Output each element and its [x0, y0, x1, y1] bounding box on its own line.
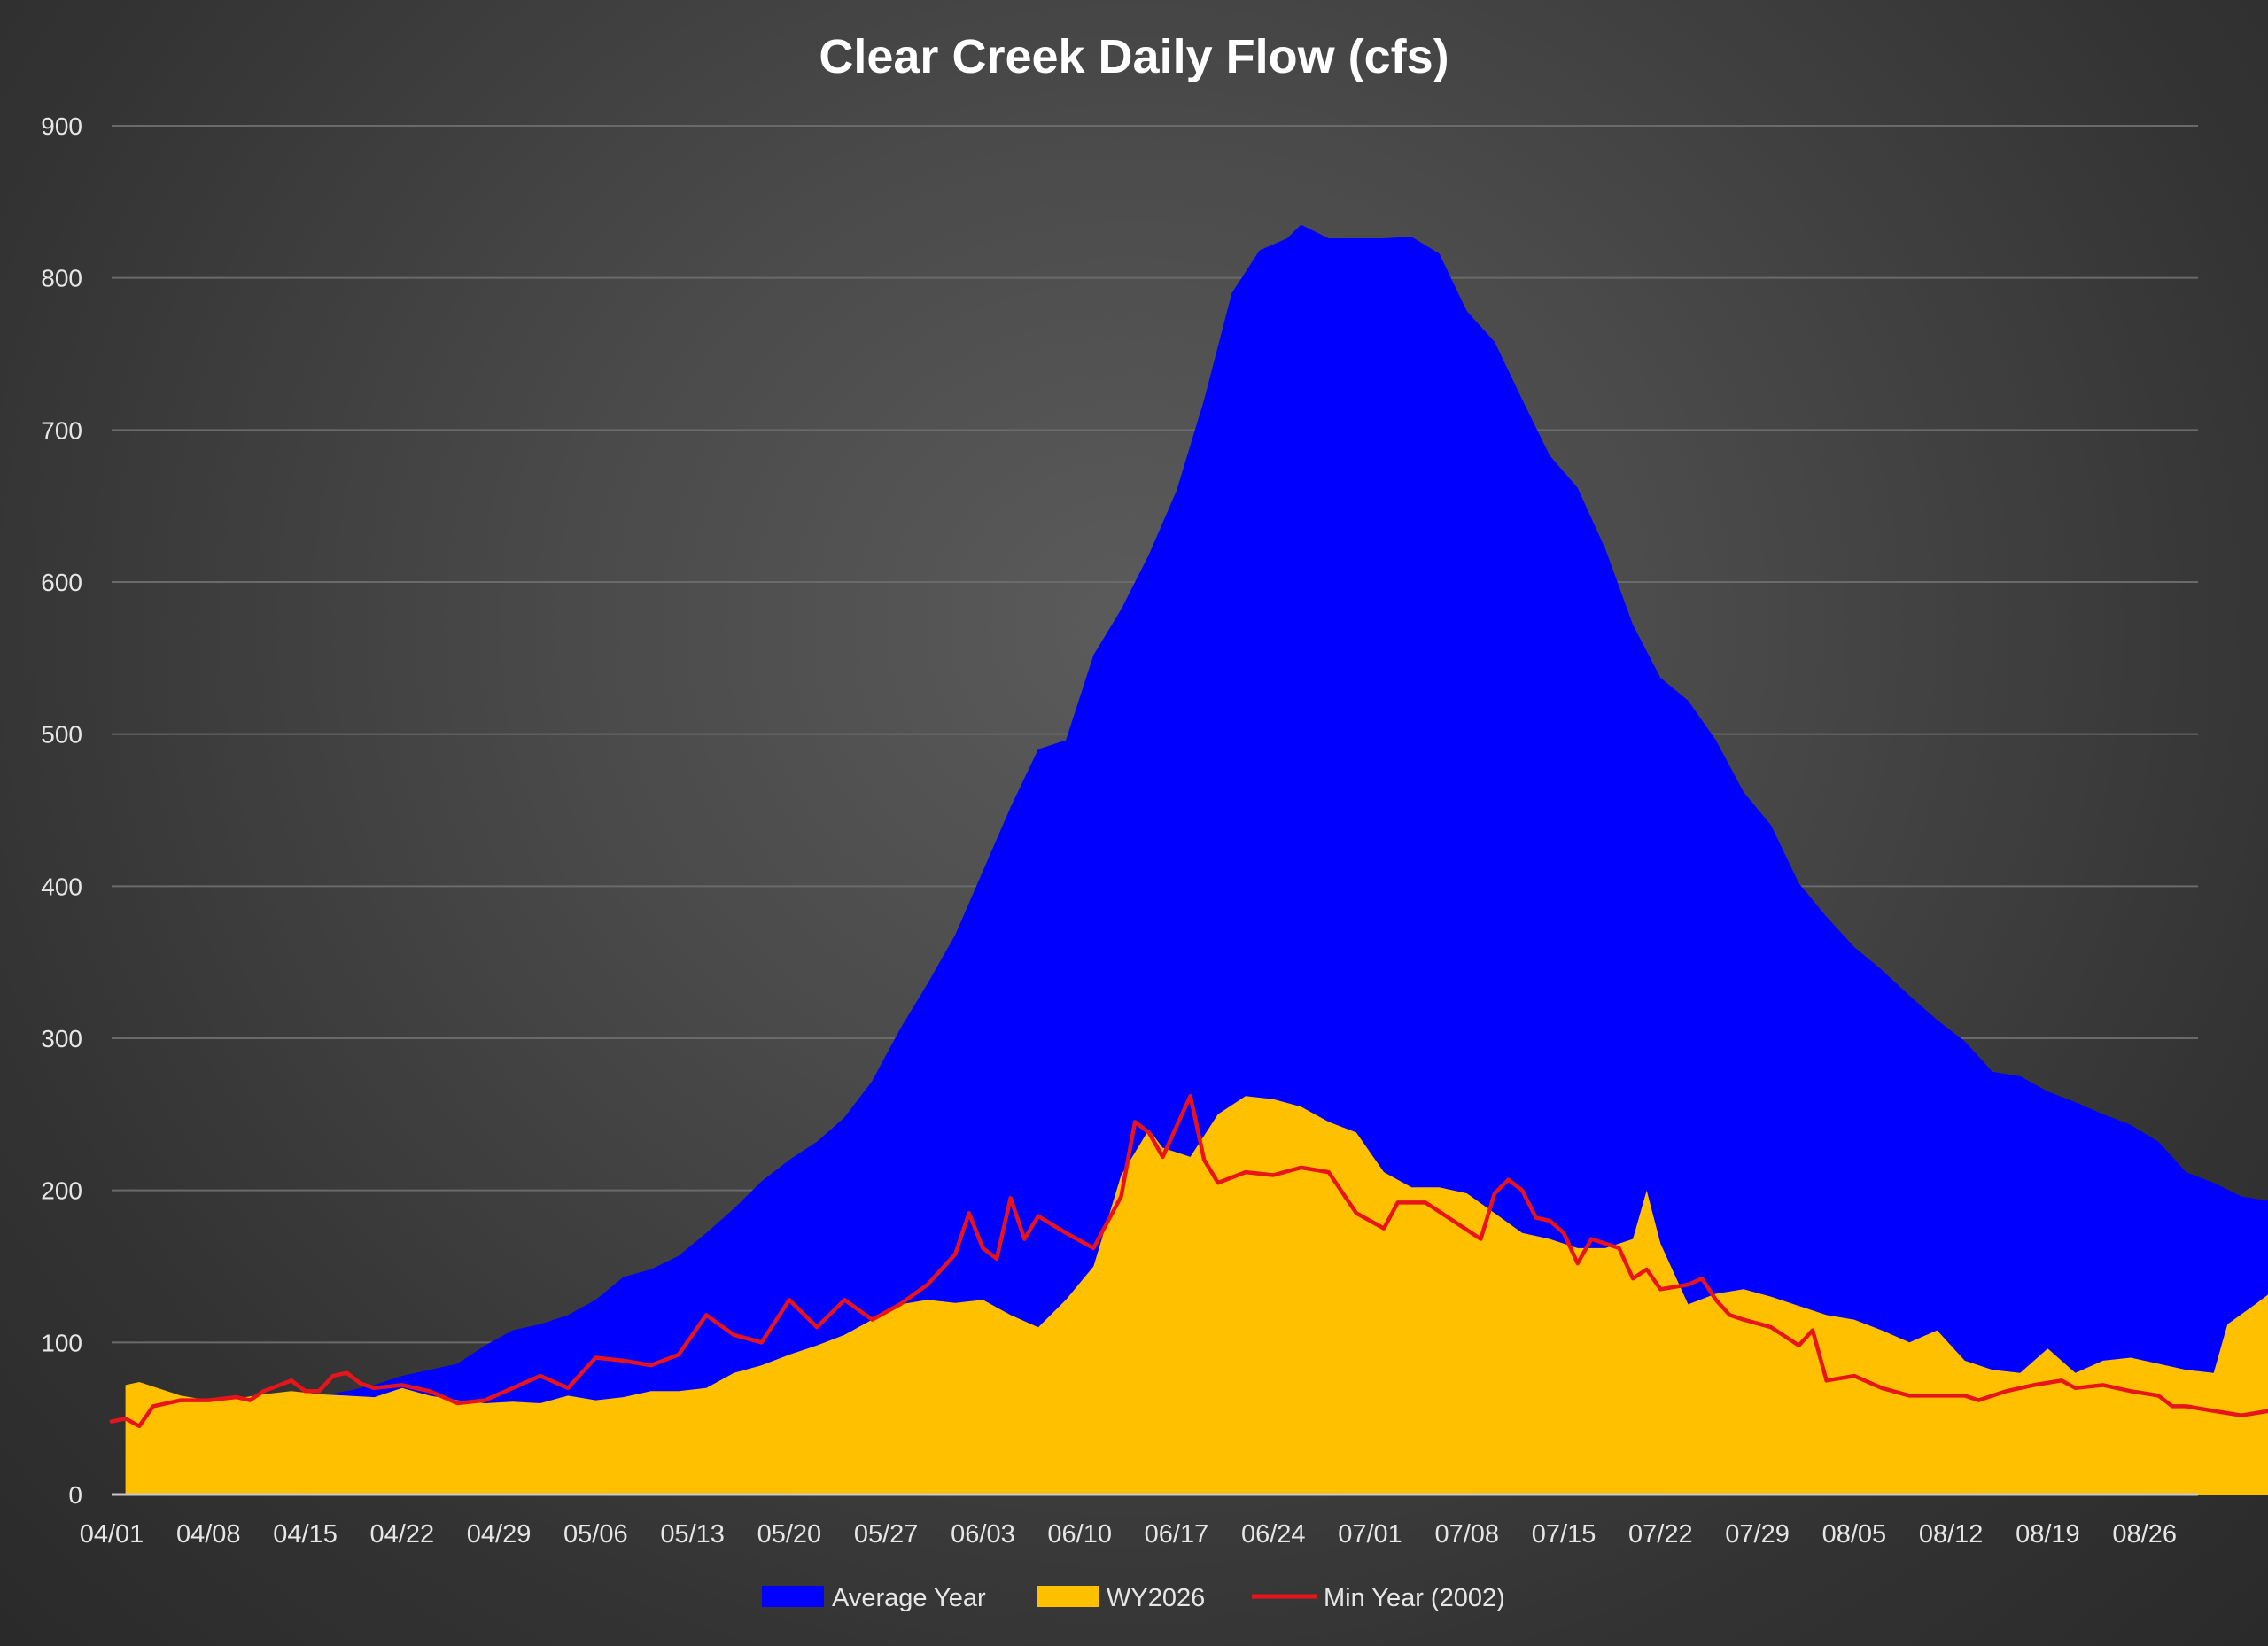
y-tick-label: 0 [68, 1481, 82, 1509]
x-tick-label: 05/20 [757, 1520, 822, 1549]
y-tick-label: 200 [41, 1177, 82, 1205]
legend-label: WY2026 [1107, 1584, 1205, 1612]
x-tick-label: 04/29 [467, 1520, 532, 1549]
legend-label: Min Year (2002) [1324, 1584, 1505, 1612]
x-tick-label: 05/27 [854, 1520, 919, 1549]
x-tick-label: 07/29 [1725, 1520, 1790, 1549]
x-tick-label: 04/08 [176, 1520, 241, 1549]
chart-title: Clear Creek Daily Flow (cfs) [819, 30, 1449, 83]
y-tick-label: 400 [41, 873, 82, 900]
x-tick-label: 08/26 [2112, 1520, 2177, 1549]
x-tick-label: 06/03 [951, 1520, 1015, 1549]
x-tick-label: 06/17 [1145, 1520, 1209, 1549]
y-tick-label: 300 [41, 1025, 82, 1052]
y-tick-label: 600 [41, 569, 82, 596]
legend-swatch [762, 1586, 824, 1607]
x-tick-label: 08/05 [1822, 1520, 1887, 1549]
y-tick-label: 700 [41, 416, 82, 444]
x-tick-label: 06/10 [1047, 1520, 1112, 1549]
x-tick-label: 07/22 [1628, 1520, 1693, 1549]
y-tick-label: 500 [41, 721, 82, 749]
x-tick-label: 08/19 [2016, 1520, 2080, 1549]
legend-label: Average Year [832, 1584, 986, 1612]
axes: 0 100 200 300 400 500 600 700 800 900 04/01 04/08 04… [41, 113, 2198, 1549]
x-tick-label: 07/01 [1338, 1520, 1402, 1549]
legend: Average Year WY2026 Min Year (2002) [762, 1584, 1505, 1612]
series-area-1 [125, 1096, 2268, 1495]
series-area-0 [125, 224, 2268, 1495]
x-tick-label: 05/06 [563, 1520, 628, 1549]
series-line-2 [109, 1093, 2268, 1429]
x-tick-label: 04/01 [80, 1520, 144, 1549]
x-tick-label: 06/24 [1241, 1520, 1306, 1549]
x-tick-label: 07/15 [1532, 1520, 1596, 1549]
legend-swatch [1037, 1586, 1099, 1607]
x-tick-label: 04/22 [370, 1520, 435, 1549]
y-tick-label: 100 [41, 1329, 82, 1356]
plot-area [109, 224, 2268, 1495]
y-tick-label: 900 [41, 113, 82, 140]
x-tick-label: 07/08 [1434, 1520, 1499, 1549]
x-tick-label: 08/12 [1919, 1520, 1984, 1549]
x-tick-label: 05/13 [660, 1520, 725, 1549]
y-tick-label: 800 [41, 265, 82, 292]
x-tick-label: 04/15 [273, 1520, 338, 1549]
